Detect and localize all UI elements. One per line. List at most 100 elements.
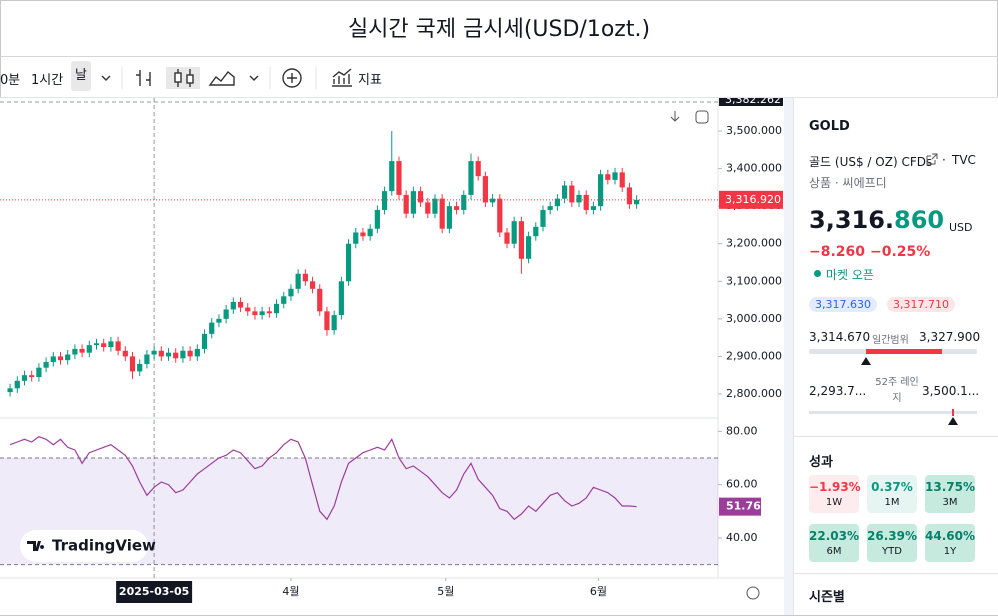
candle-body	[65, 354, 71, 361]
page-title: 실시간 국제 금시세(USD/1ozt.)	[0, 0, 998, 57]
range-fill	[866, 349, 942, 354]
performance-value: 26.39%	[867, 529, 917, 543]
interval-button[interactable]: 1시간	[31, 73, 64, 88]
performance-cell[interactable]: 0.37% 1M	[867, 475, 917, 513]
performance-value: 0.37%	[871, 480, 913, 494]
price-int: 3,316.	[809, 206, 895, 234]
candle-body	[50, 356, 56, 363]
candle-body	[165, 352, 172, 357]
candle-body	[576, 194, 582, 203]
interval-button[interactable]: 날	[71, 61, 91, 91]
change-pct: −0.25%	[870, 244, 931, 260]
bar-icon[interactable]	[136, 70, 151, 86]
candle-body	[72, 348, 78, 355]
dropdown-icon[interactable]	[249, 75, 259, 81]
y-tick-label: 80.00	[726, 424, 758, 437]
performance-cell[interactable]: 26.39% YTD	[867, 524, 917, 562]
year-marker	[948, 417, 958, 425]
performance-period: 1W	[825, 497, 843, 508]
candle-icon-body	[174, 72, 182, 83]
market-status: 마켓 오픈	[826, 268, 874, 282]
indicator-button[interactable]: 지표	[358, 73, 382, 88]
toolbar-icons	[101, 67, 352, 89]
candle-body	[554, 198, 561, 207]
candle-body	[57, 356, 64, 361]
performance-cell[interactable]: 44.60% 1Y	[925, 524, 975, 562]
candle-body	[410, 191, 416, 214]
interval-button[interactable]: 0분	[0, 73, 21, 88]
last-price-bg	[719, 190, 783, 209]
candle-body	[612, 172, 618, 180]
y-tick-label: 40.00	[726, 531, 758, 544]
ask: 3,317.710	[887, 297, 955, 312]
performance-period: 1M	[884, 497, 900, 508]
crosshair-price-bg	[719, 98, 783, 106]
candle-body	[245, 307, 251, 312]
candle-body	[619, 172, 625, 188]
add-icon[interactable]	[282, 68, 302, 88]
candle-body	[137, 363, 143, 372]
link-icon[interactable]	[926, 153, 938, 165]
candle-body	[302, 273, 308, 282]
performance-period: 6M	[826, 546, 842, 557]
add-icon-plus	[287, 73, 297, 83]
crosshair-date: 2025-03-05	[119, 585, 189, 598]
indicator-icon[interactable]	[332, 68, 352, 87]
candle-body	[281, 296, 287, 304]
category: 상품 · 씨에프디	[809, 176, 887, 190]
symbol-panel: GOLD 골드 (US$ / OZ) CFDs · TVC 상품 · 씨에프디 …	[793, 98, 998, 615]
candle-body	[482, 176, 488, 203]
day-range-label: 일간범위	[872, 335, 909, 346]
watermark-bg	[20, 530, 148, 562]
status-dot	[814, 270, 821, 277]
last-value-bg	[719, 497, 761, 516]
y-tick-label: 60.00	[726, 478, 758, 491]
candle-body	[511, 221, 517, 244]
candle-body	[324, 311, 330, 331]
candle-body	[504, 232, 510, 244]
candle-body	[266, 311, 272, 314]
active-bg	[166, 67, 200, 89]
candle-body	[461, 194, 467, 210]
settings-icon[interactable]	[746, 586, 760, 600]
candle-body	[273, 303, 280, 314]
candle-body	[468, 161, 474, 195]
performance-cell[interactable]: −1.93% 1W	[809, 475, 861, 513]
fullscreen-icon[interactable]	[695, 110, 709, 124]
description: 골드 (US$ / OZ) CFDs	[809, 155, 933, 169]
year-track	[809, 411, 977, 414]
candle-body	[533, 226, 539, 237]
candle-body	[540, 209, 546, 227]
candle-body	[425, 202, 431, 214]
currency: USD	[949, 221, 973, 234]
candle-body	[187, 350, 193, 357]
last-price-label: 3,316.920	[725, 193, 781, 206]
candle-body	[194, 348, 200, 357]
candle-body	[295, 273, 301, 289]
toolbar: 0분 1시간 날 지표	[0, 57, 998, 98]
candle-body	[453, 206, 460, 210]
scroll-icon	[670, 111, 680, 122]
change: −8.260	[809, 244, 866, 260]
candle-body	[598, 174, 604, 207]
candle-body	[115, 341, 121, 351]
crosshair-price-label: 3,382.262	[725, 98, 781, 106]
performance-cell[interactable]: 22.03% 6M	[809, 524, 859, 562]
year-tick	[952, 409, 954, 416]
dropdown-icon[interactable]	[101, 75, 111, 81]
price: 3,316.860	[809, 206, 944, 234]
plot-layer: 3,500.0003,400.0003,300.0003,200.0003,10…	[0, 98, 783, 603]
divider	[794, 436, 998, 437]
performance-cell[interactable]: 13.75% 3M	[925, 475, 975, 513]
panel-gap	[784, 98, 793, 615]
candle-body	[489, 198, 496, 203]
candle-body	[144, 354, 150, 364]
y-tick-label: 2,900.000	[726, 349, 782, 362]
performance-value: 13.75%	[925, 480, 975, 494]
y-tick-label: 3,500.000	[726, 124, 782, 137]
candle-body	[605, 174, 611, 180]
candle-body	[389, 161, 395, 192]
area-icon[interactable]	[208, 70, 235, 86]
candle-body	[122, 350, 128, 357]
